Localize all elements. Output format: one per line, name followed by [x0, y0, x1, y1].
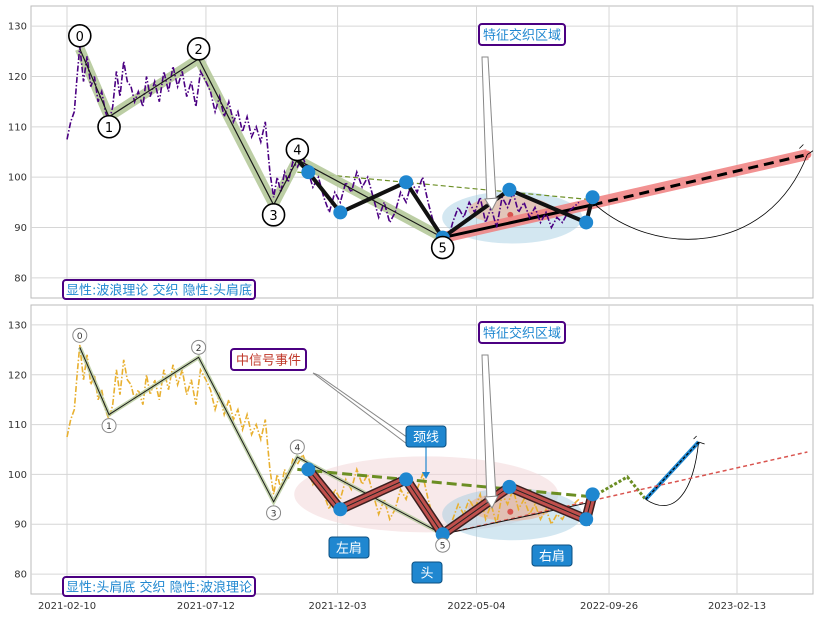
wave-label: 1 — [105, 121, 113, 136]
left-shoulder-label: 左肩 — [336, 541, 362, 557]
wave-label: 0 — [76, 30, 84, 45]
wave-marker-small — [101, 418, 117, 434]
wave-label-small: 1 — [106, 422, 112, 432]
bottom-y-tick-label: 130 — [8, 320, 27, 331]
x-tick-label: 2022-09-26 — [580, 601, 638, 612]
hs-node-marker — [333, 502, 348, 517]
projection-arc-tick — [799, 144, 813, 155]
wave-marker-small — [191, 339, 207, 355]
top-y-tick-label: 80 — [14, 273, 27, 284]
panel-caption-top: 显性:波浪理论 交织 隐性:头肩底 — [66, 283, 252, 299]
projection-arc-tick — [693, 435, 705, 445]
wave-label-small: 2 — [196, 344, 202, 354]
hs-node-marker — [585, 190, 600, 205]
feature-region-title-top-box — [478, 23, 566, 46]
hs-node-marker — [579, 215, 594, 230]
bottom-y-tick-label: 90 — [14, 520, 27, 531]
neckline-pointer-head — [422, 472, 430, 479]
x-tick-label: 2023-02-13 — [708, 601, 766, 612]
hs-node-marker — [333, 205, 348, 220]
right-shoulder-label-box — [531, 544, 573, 567]
feature-region-center — [507, 508, 514, 515]
hs-node-marker — [585, 487, 600, 502]
target-dashed-line — [592, 153, 808, 207]
wave-label: 3 — [269, 209, 277, 224]
neckline-dashed — [297, 171, 593, 201]
top-y-tick-label: 90 — [14, 223, 27, 234]
bottom-y-tick-label: 110 — [8, 420, 27, 431]
hs-node-marker — [399, 472, 414, 487]
wave-marker — [67, 23, 92, 48]
wave-marker-small — [72, 327, 88, 343]
feature-region-title-top: 特征交织区域 — [483, 28, 561, 44]
wave-marker — [430, 235, 455, 260]
wave-marker-small — [266, 505, 282, 521]
top-y-tick-label: 110 — [8, 122, 27, 133]
hs-node-marker — [399, 175, 414, 190]
wave-label: 4 — [293, 144, 301, 159]
hs-node-marker — [502, 479, 517, 494]
feature-region-title-bottom-box — [478, 321, 566, 344]
wave-line-bottom — [79, 347, 443, 535]
neckline-label-box — [405, 425, 447, 448]
head-label: 头 — [420, 567, 433, 582]
wave-marker — [186, 37, 211, 61]
wave-label-small: 5 — [440, 542, 446, 552]
panel-caption-top-box — [62, 279, 256, 300]
wave-line — [79, 48, 443, 239]
hs-node-marker — [301, 165, 316, 180]
top-plot-frame — [30, 5, 814, 299]
bottom-y-tick-label: 100 — [8, 470, 27, 481]
panel-caption-bottom: 显性:头肩底 交织 隐性:波浪理论 — [66, 580, 252, 596]
x-tick-label: 2021-12-03 — [308, 601, 366, 612]
wave-label: 2 — [194, 43, 202, 58]
projection-rise-line — [645, 441, 700, 500]
target-trend-bottom — [442, 451, 808, 535]
head-trendline — [442, 203, 593, 240]
bottom-plot-frame — [30, 304, 814, 595]
right-shoulder-label: 右肩 — [539, 549, 565, 565]
event-label-box — [230, 348, 307, 371]
wave-marker — [261, 203, 286, 227]
wave-label-small: 3 — [271, 509, 277, 519]
projection-arc — [645, 441, 700, 506]
x-tick-label: 2021-02-10 — [38, 601, 96, 612]
price-line-bottom — [66, 344, 580, 546]
wave-marker — [285, 137, 310, 162]
neckline — [297, 467, 593, 499]
neckline-label: 颈线 — [413, 431, 439, 446]
projection-arc — [592, 154, 808, 240]
feature-arrow-head — [484, 197, 499, 212]
bottom-y-tick-label: 120 — [8, 370, 27, 381]
wave-label-small: 0 — [77, 332, 83, 342]
wave-marker-small — [289, 439, 305, 455]
hs-node-marker — [579, 512, 594, 527]
top-y-tick-label: 120 — [8, 72, 27, 83]
top-y-tick-label: 100 — [8, 173, 27, 184]
top-y-tick-label: 130 — [8, 22, 27, 33]
hs-node-marker — [301, 462, 316, 477]
head-label-box — [411, 561, 443, 584]
projection-zigzag — [591, 474, 647, 501]
bottom-y-tick-label: 80 — [14, 570, 27, 581]
wave-marker-small — [435, 537, 451, 553]
wave-label-small: 4 — [294, 443, 300, 453]
event-label: 中信号事件 — [236, 354, 301, 369]
x-tick-label: 2021-07-12 — [177, 601, 235, 612]
x-tick-label: 2022-05-04 — [447, 601, 505, 612]
feature-region-title-bottom: 特征交织区域 — [483, 326, 561, 342]
feature-arrow-head-bottom — [484, 495, 499, 510]
hs-node-marker — [435, 527, 450, 542]
wave-label: 5 — [439, 242, 447, 257]
left-shoulder-label-box — [328, 536, 370, 559]
wave-marker — [97, 114, 121, 139]
panel-caption-bottom-box — [62, 576, 256, 597]
hs-node-marker — [502, 182, 517, 197]
